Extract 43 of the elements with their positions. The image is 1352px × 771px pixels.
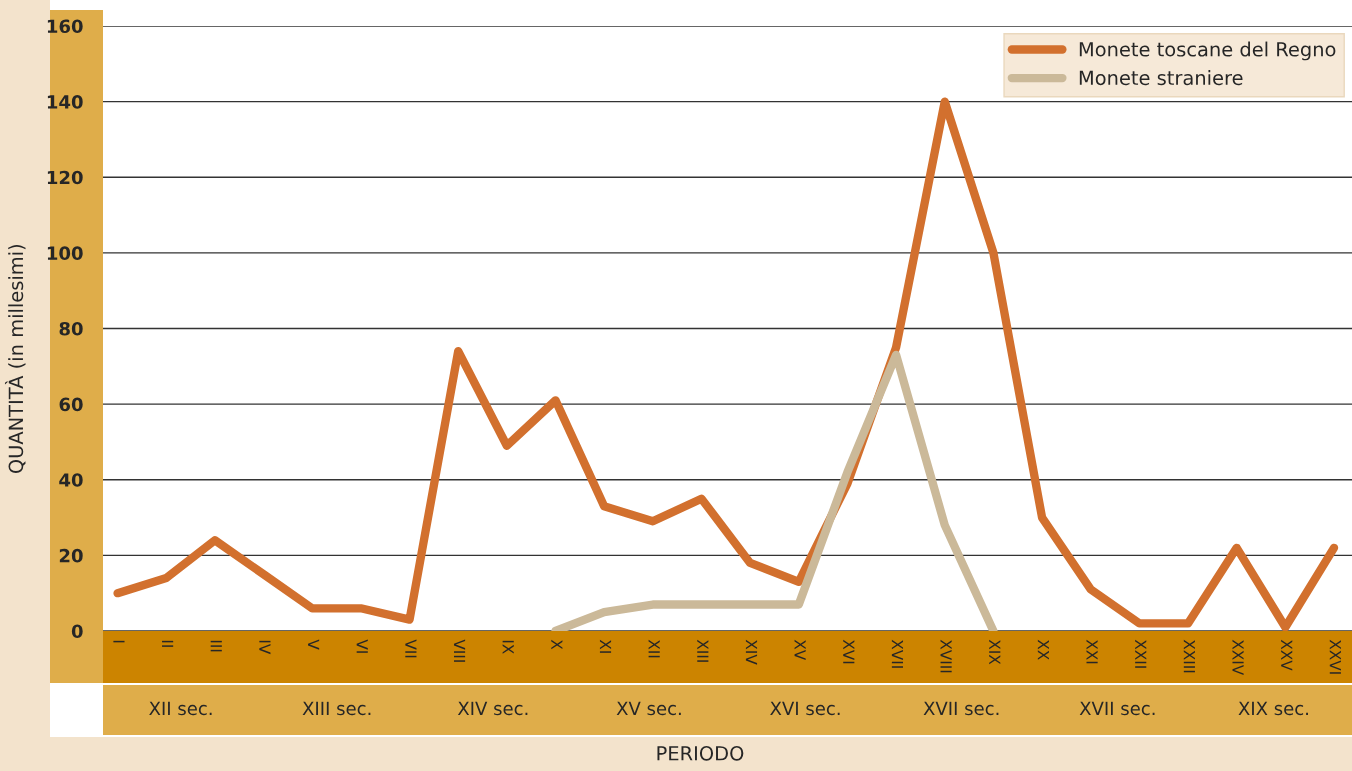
y-tick-label: 40 xyxy=(59,473,83,487)
y-tick-label: 60 xyxy=(59,397,83,412)
x-tick-label: XXIV xyxy=(1232,639,1244,676)
x-tick-label: XIV xyxy=(745,639,758,665)
x-tick-label: VI xyxy=(356,639,368,653)
text: XII sec. xyxy=(149,701,212,716)
x-tick-label: VIII xyxy=(453,639,466,662)
x-tick-label: XXVI xyxy=(1329,639,1341,674)
y-axis-title: QUANTITÀ (in millesimi) xyxy=(4,244,26,474)
text: XV sec. xyxy=(616,701,681,716)
y-tick-label: 0 xyxy=(71,624,83,639)
x-tick-label: XIX xyxy=(989,639,1001,665)
x-tick-label: XII xyxy=(648,639,660,658)
x-tick-label: VII xyxy=(405,639,417,658)
text: XIII sec. xyxy=(302,701,371,716)
x-tick-label: II xyxy=(162,640,174,647)
x-tick-label: XV xyxy=(794,639,806,661)
x-tick-label: XVI xyxy=(843,639,855,664)
x-tick-label: IX xyxy=(502,640,514,654)
x-axis-title: PERIODO xyxy=(657,745,744,761)
y-tick-label: 20 xyxy=(59,548,83,563)
x-tick-label: XX xyxy=(1037,639,1049,660)
x-tick-label: XXIII xyxy=(1183,639,1195,673)
x-tick-label: XXI xyxy=(1086,639,1098,664)
x-tick-label: XXV xyxy=(1281,639,1293,671)
text: XVII sec. xyxy=(1079,701,1155,716)
y-tick-label: 80 xyxy=(59,321,83,336)
x-tick-label: XVIII xyxy=(940,639,952,673)
text: XVI sec. xyxy=(770,701,840,716)
x-tick-label: XXII xyxy=(1135,639,1147,668)
x-tick-label: V xyxy=(308,639,320,650)
text: XIX sec. xyxy=(1238,701,1308,716)
x-tick-label: IV xyxy=(259,640,271,655)
x-tick-label: XVII xyxy=(891,639,904,668)
x-tick-label: X xyxy=(551,639,563,650)
x-tick-label: XIII xyxy=(697,639,709,662)
text: XIV sec. xyxy=(457,701,528,716)
x-tick-label: III xyxy=(210,640,222,652)
x-tick-label: I xyxy=(113,640,125,643)
text: XVII sec. xyxy=(923,701,999,716)
x-tick-label: XI xyxy=(599,639,612,653)
legend-label: Monete toscane del Regno xyxy=(1079,41,1336,61)
legend-label: Monete straniere xyxy=(1079,70,1243,86)
